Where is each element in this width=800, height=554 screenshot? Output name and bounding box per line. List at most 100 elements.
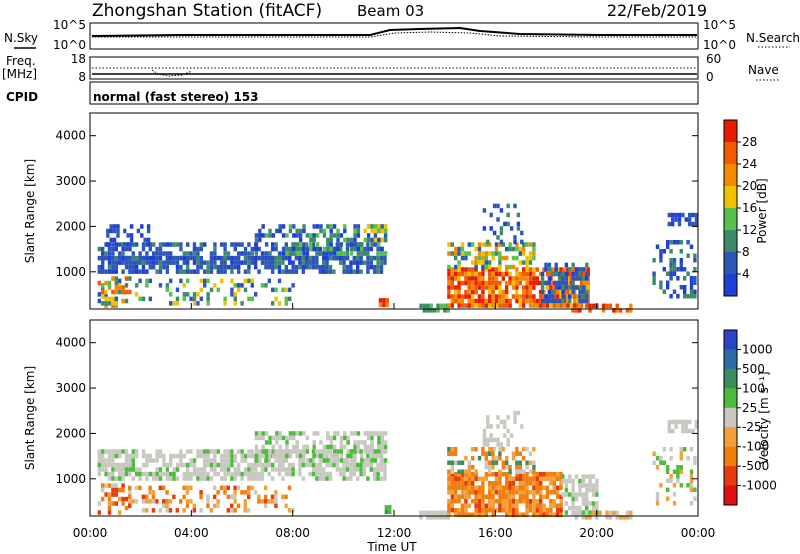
velocity-ytick-label: 1000: [55, 472, 86, 486]
power-cell: [309, 242, 313, 247]
velocity-cell: [226, 471, 231, 477]
power-cell: [450, 298, 454, 304]
velocity-cell: [484, 512, 488, 517]
velocity-cell: [528, 469, 533, 474]
velocity-cell: [339, 449, 344, 454]
power-cell: [588, 308, 592, 313]
power-cell: [305, 246, 310, 252]
velocity-cell: [107, 496, 112, 502]
beam-label: Beam 03: [357, 2, 424, 20]
power-cell: [454, 294, 458, 299]
velocity-cell: [111, 467, 115, 472]
velocity-cell: [574, 496, 579, 502]
power-cell: [477, 303, 482, 308]
velocity-cell: [124, 471, 129, 477]
velocity-cell: [254, 471, 258, 477]
power-cell: [165, 283, 169, 288]
velocity-cell: [667, 424, 671, 429]
velocity-cell: [250, 471, 254, 477]
power-cell: [335, 242, 339, 247]
velocity-cell: [484, 465, 488, 470]
velocity-cell: [312, 444, 316, 450]
velocity-cell: [356, 467, 360, 472]
velocity-cell: [260, 499, 264, 504]
power-cell: [686, 253, 690, 258]
velocity-cell: [539, 508, 543, 513]
power-cell: [121, 269, 125, 274]
power-cell: [223, 242, 227, 247]
velocity-cell: [511, 485, 516, 490]
velocity-cell: [494, 481, 499, 486]
velocity-cell: [585, 474, 589, 479]
power-cell: [573, 303, 577, 308]
power-cell: [471, 289, 475, 295]
power-cell: [525, 285, 529, 290]
velocity-cell: [359, 467, 363, 472]
velocity-cell: [515, 469, 519, 474]
velocity-cell: [484, 451, 488, 456]
velocity-cell: [302, 449, 306, 454]
velocity-cell: [693, 456, 697, 461]
power-cell: [571, 308, 575, 313]
velocity-cell: [247, 485, 251, 491]
power-cell: [373, 228, 378, 234]
velocity-cell: [477, 499, 482, 504]
power-cell: [578, 298, 582, 304]
power-cell: [467, 285, 471, 290]
velocity-cell: [474, 485, 478, 490]
power-cell: [353, 237, 357, 243]
x-axis-ticks: 00:00 04:00 08:00 12:00 16:00 20:00 00:00: [73, 303, 716, 540]
power-cell: [464, 251, 468, 256]
power-cell: [258, 233, 262, 238]
velocity-cell: [288, 449, 293, 454]
velocity-cell: [549, 503, 553, 508]
power-cell: [488, 289, 492, 295]
velocity-colorbar-swatch: [724, 349, 737, 370]
power-cell: [254, 260, 258, 265]
power-cell: [571, 280, 575, 286]
power-colorbar-swatch: [724, 186, 737, 209]
power-cell: [561, 294, 565, 299]
velocity-cell: [686, 483, 690, 488]
velocity-cell: [353, 431, 357, 436]
power-cell: [233, 283, 237, 288]
velocity-cell: [488, 499, 492, 504]
power-cell: [586, 267, 590, 272]
velocity-cell: [315, 453, 319, 459]
power-cell: [513, 203, 517, 209]
velocity-cell: [298, 431, 303, 436]
power-cell: [353, 224, 357, 229]
power-cell: [345, 242, 350, 247]
velocity-cell: [97, 458, 101, 463]
power-cell: [564, 271, 569, 277]
velocity-cell: [571, 487, 575, 493]
velocity-cell: [104, 458, 108, 463]
velocity-cell: [667, 428, 671, 434]
power-cell: [114, 276, 118, 281]
velocity-cell: [121, 496, 125, 502]
xtick-label: 00:00: [681, 526, 716, 540]
power-cell: [175, 260, 180, 265]
power-cell: [505, 264, 509, 270]
velocity-cell: [291, 467, 295, 472]
velocity-cell: [505, 503, 509, 508]
velocity-cell: [107, 462, 112, 468]
power-cell: [179, 242, 183, 247]
power-cell: [114, 296, 118, 302]
velocity-colorbar-swatch: [724, 407, 737, 428]
power-cell: [352, 242, 356, 247]
velocity-cell: [373, 453, 377, 459]
velocity-cell: [481, 476, 485, 481]
power-cell: [141, 242, 146, 247]
power-cell: [363, 228, 367, 234]
velocity-cell: [471, 490, 475, 495]
velocity-cell: [101, 483, 105, 488]
power-cell: [554, 298, 558, 304]
power-cell: [508, 271, 512, 277]
velocity-cell: [326, 458, 330, 463]
velocity-cell: [460, 490, 465, 495]
velocity-cell: [539, 481, 543, 486]
velocity-cell: [363, 440, 367, 445]
power-cell: [669, 249, 673, 254]
velocity-cell: [505, 481, 509, 486]
